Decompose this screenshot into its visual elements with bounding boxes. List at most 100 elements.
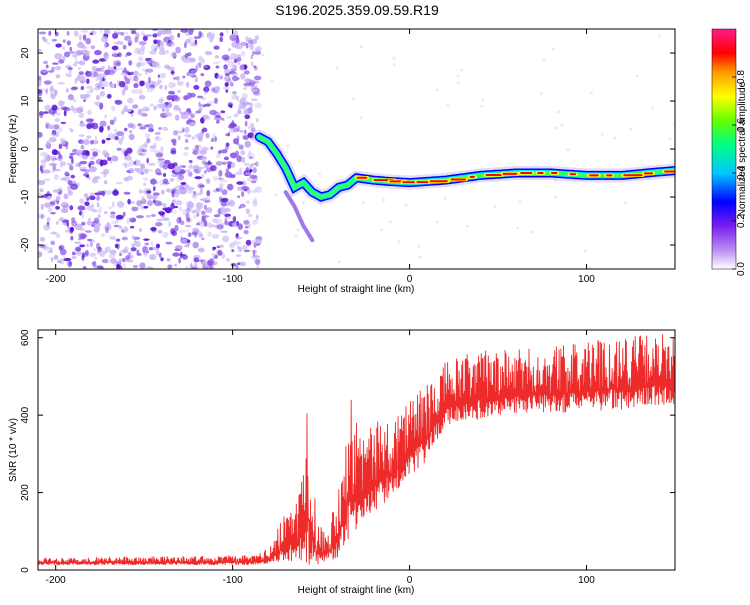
spectrogram-noise-blob [38,88,43,94]
spectrogram-noise-blob [113,41,122,45]
spectrogram-noise-blob [174,224,179,232]
spectrogram-noise-blob [102,168,110,175]
spectrogram-noise-blob [195,110,202,114]
spectrogram-noise-blob [149,254,157,261]
spectrogram-faint-blob [443,196,447,200]
spectrogram-faint-blob [296,228,300,232]
spectrogram-noise-blob [130,71,134,76]
spectrogram-noise-blob [224,220,229,226]
spectrogram-noise-blob [219,207,225,210]
spectrogram-noise-blob [222,235,230,243]
spectrogram-noise-blob [180,238,188,243]
spectrogram-noise-blob [198,233,204,238]
spectrogram-x-label: Height of straight line (km) [298,284,415,295]
spectrogram-noise-blob [200,117,205,124]
spectrogram-noise-blob [156,79,162,84]
spectrogram-noise-blob [140,172,145,175]
spectrogram-noise-blob [162,126,169,132]
spectrogram-noise-blob [162,231,169,239]
spectrogram-noise-blob [134,36,139,43]
spectrogram-noise-blob [176,217,182,224]
spectrogram-noise-blob [154,149,158,156]
spectrogram-noise-blob [136,215,144,219]
spectrogram-noise-blob [74,30,79,37]
spectrogram-noise-blob [92,59,100,64]
spectrogram-noise-blob [215,161,223,166]
spectrogram-noise-blob [227,163,232,169]
spectrogram-noise-blob [115,214,124,220]
spectrogram-noise-blob [214,136,217,143]
spectrogram-noise-blob [149,50,157,55]
spectrogram-noise-blob [204,103,211,107]
spectrogram-noise-blob [122,44,127,50]
spectrogram-noise-blob [183,59,191,64]
spectrogram-noise-blob [159,45,165,52]
spectrogram-noise-blob [135,32,140,39]
spectrogram-noise-blob [205,207,213,214]
spectrogram-noise-blob [192,43,196,47]
spectrogram-noise-blob [250,61,254,67]
snr-frame [37,329,676,571]
spectrogram-noise-blob [220,200,227,207]
spectrogram-noise-blob [188,29,194,35]
spectrogram-noise-blob [103,211,108,215]
spectrogram-noise-blob [233,113,239,118]
spectrogram-noise-blob [79,228,85,231]
spectrogram-noise-blob [113,60,121,63]
spectrogram-noise-blob [243,135,249,141]
spectrogram-noise-blob [97,250,100,255]
spectrogram-noise-blob [184,126,190,133]
spectrogram-noise-blob [109,253,116,259]
spectrogram-noise-blob [243,64,248,70]
spectrogram-noise-blob [81,155,89,160]
spectrogram-noise-blob [145,266,154,269]
spectrogram-noise-blob [212,61,221,64]
spectrogram-noise-blob [157,40,161,47]
spectrogram-noise-blob [237,195,241,199]
spectrogram-noise-blob [218,169,223,177]
spectrogram-noise-blob [213,214,221,218]
spectrogram-noise-blob [141,112,148,117]
spectrogram-noise-blob [160,257,164,262]
spectrogram-noise-blob [174,76,181,81]
spectrogram-noise-blob [38,110,44,116]
spectrogram-noise-blob [183,244,190,248]
spectrogram-noise-blob [180,251,183,259]
spectrogram-noise-blob [79,244,86,248]
spectrogram-noise-blob [90,45,96,50]
spectrogram-noise-blob [232,138,239,145]
spectrogram-noise-blob [229,152,238,159]
spectrogram-noise-blob [90,167,98,171]
spectrogram-noise-blob [66,163,73,166]
spectrogram-noise-blob [191,193,198,199]
spectrogram-noise-blob [59,248,67,256]
spectrogram-noise-blob [216,224,224,230]
spectrogram-noise-blob [156,218,164,222]
spectrogram-noise-blob [55,233,61,239]
spectrogram-noise-blob [188,92,196,98]
spectrogram-noise-blob [185,113,190,119]
spectrogram-noise-blob [138,123,142,126]
spectrogram-noise-blob [164,112,173,117]
spectrogram-noise-blob [204,51,213,56]
colorbar-label: Normalized spectral amplitude [737,81,748,216]
spectrogram-faint-blob [302,200,306,204]
snr-y-label: SNR (10 * v/v) [8,418,19,482]
spectrogram-noise-blob [182,208,187,216]
spectrogram-noise-blob [97,190,100,198]
spectrogram-faint-blob [554,126,558,130]
spectrogram-noise-blob [238,167,242,173]
spectrogram-noise-blob [116,265,123,269]
spectrogram-noise-blob [243,162,250,167]
spectrogram-noise-blob [213,111,221,119]
spectrogram-noise-blob [55,195,61,201]
spectrogram-noise-blob [120,41,124,46]
spectrogram-noise-blob [49,162,57,166]
spectrogram-noise-blob [219,36,224,43]
spectrogram-noise-blob [78,112,85,119]
spectrogram-noise-blob [166,50,169,54]
spectrogram-noise-blob [38,245,44,248]
spectrogram-noise-blob [98,82,102,88]
spectrogram-noise-blob [146,190,152,194]
spectrogram-noise-blob [188,118,192,122]
